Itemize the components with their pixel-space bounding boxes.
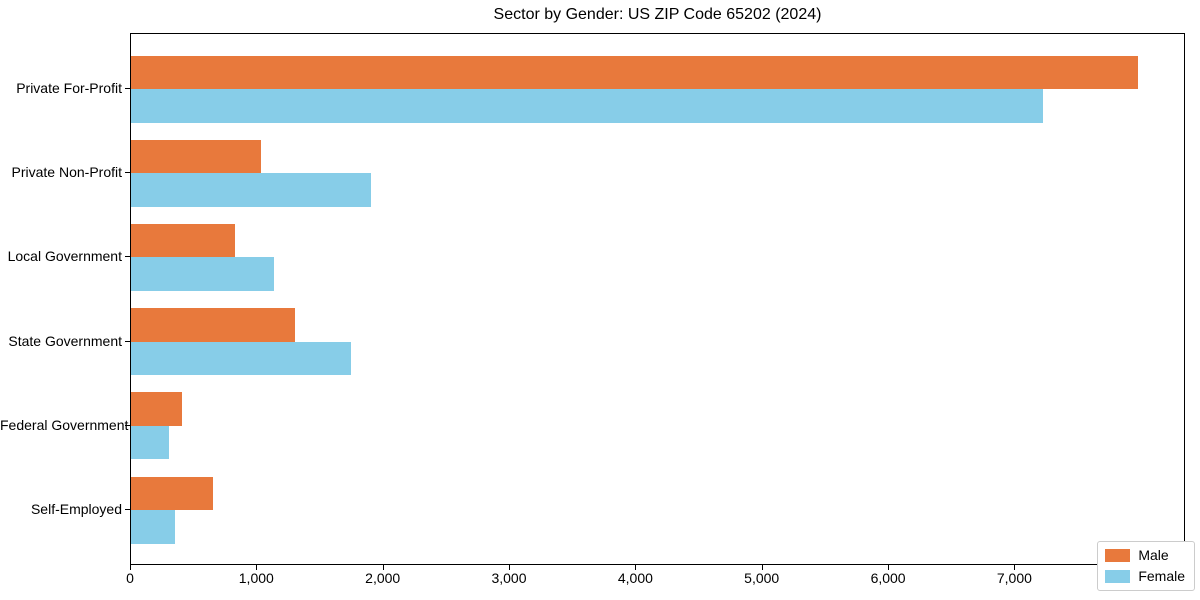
legend-label: Male bbox=[1138, 547, 1169, 563]
bar-female-0 bbox=[131, 89, 1044, 123]
y-tick-label: Federal Government bbox=[0, 417, 129, 433]
bar-female-4 bbox=[131, 425, 169, 460]
bar-female-3 bbox=[131, 341, 351, 376]
chart-title: Sector by Gender: US ZIP Code 65202 (202… bbox=[493, 6, 822, 23]
y-tick-label: Self-Employed bbox=[30, 501, 122, 517]
bar-male-0 bbox=[131, 55, 1138, 89]
x-tick-label: 5,000 bbox=[744, 570, 780, 586]
bar-male-1 bbox=[131, 139, 262, 174]
y-tick-label: State Government bbox=[8, 333, 122, 349]
y-tick-mark bbox=[125, 88, 130, 89]
legend-label: Female bbox=[1138, 568, 1185, 584]
x-tick-mark bbox=[130, 565, 131, 570]
x-tick-label: 7,000 bbox=[996, 570, 1032, 586]
x-tick-label: 2,000 bbox=[365, 570, 401, 586]
legend-swatch-male bbox=[1105, 549, 1131, 562]
y-tick-mark bbox=[125, 509, 130, 510]
x-tick-mark bbox=[635, 565, 637, 570]
bar-female-2 bbox=[131, 257, 274, 291]
legend-entry-male: Male bbox=[1105, 548, 1185, 563]
y-tick-mark bbox=[125, 341, 130, 342]
y-tick-label: Private For-Profit bbox=[16, 80, 122, 96]
x-tick-mark bbox=[761, 565, 763, 570]
legend-entry-female: Female bbox=[1105, 569, 1185, 584]
legend-swatch-female bbox=[1105, 570, 1131, 583]
x-tick-mark bbox=[256, 565, 258, 570]
bar-female-5 bbox=[131, 510, 176, 544]
y-tick-label: Private Non-Profit bbox=[11, 164, 122, 180]
y-tick-mark bbox=[125, 256, 130, 257]
y-tick-label: Local Government bbox=[7, 248, 122, 264]
x-tick-label: 6,000 bbox=[870, 570, 906, 586]
legend: Male Female bbox=[1097, 541, 1195, 591]
y-tick-mark bbox=[125, 172, 130, 173]
y-tick-mark bbox=[125, 425, 130, 426]
x-tick-mark bbox=[382, 565, 384, 570]
bar-male-3 bbox=[131, 308, 296, 342]
plot-area bbox=[130, 33, 1185, 565]
x-tick-mark bbox=[888, 565, 890, 570]
x-tick-mark bbox=[1014, 565, 1016, 570]
bar-male-2 bbox=[131, 223, 235, 258]
bar-male-5 bbox=[131, 476, 214, 510]
x-tick-label: 3,000 bbox=[491, 570, 527, 586]
x-tick-label: 0 bbox=[126, 570, 134, 586]
bar-female-1 bbox=[131, 173, 372, 207]
x-tick-label: 4,000 bbox=[617, 570, 653, 586]
bar-male-4 bbox=[131, 392, 182, 426]
x-tick-label: 1,000 bbox=[238, 570, 274, 586]
x-tick-mark bbox=[509, 565, 510, 570]
